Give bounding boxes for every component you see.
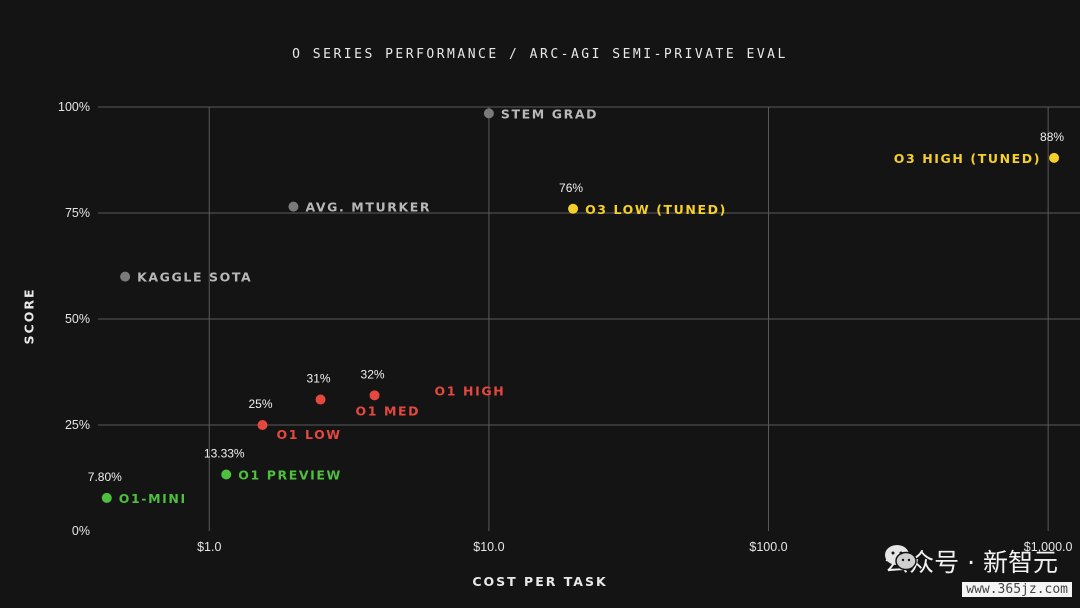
y-tick-label: 25% xyxy=(65,418,90,432)
data-point xyxy=(101,492,112,503)
data-point-label: O3 HIGH (TUNED) xyxy=(894,151,1041,166)
data-point-label: O1-MINI xyxy=(119,491,187,506)
data-point-label: O1 LOW xyxy=(276,427,341,442)
data-value-label: 25% xyxy=(248,397,272,411)
x-axis-label: COST PER TASK xyxy=(472,574,608,589)
data-value-label: 7.80% xyxy=(88,470,122,484)
data-point xyxy=(221,469,232,480)
watermark-url: www.365jz.com xyxy=(962,582,1072,597)
y-tick-label: 0% xyxy=(72,524,90,538)
data-point-label: O1 PREVIEW xyxy=(238,467,342,482)
data-point-label: AVG. MTURKER xyxy=(305,200,431,215)
data-point xyxy=(315,394,326,405)
x-tick-label: $1.0 xyxy=(197,540,221,554)
chart-title: O SERIES PERFORMANCE / ARC-AGI SEMI-PRIV… xyxy=(292,47,788,62)
y-axis-label: SCORE xyxy=(21,287,37,345)
data-point-label: O1 MED xyxy=(356,404,421,419)
x-tick-label: $10.0 xyxy=(473,540,504,554)
data-point xyxy=(288,201,299,212)
data-point xyxy=(369,390,380,401)
data-point xyxy=(120,271,131,282)
watermark: 公众号 · 新智元 xyxy=(884,543,1058,579)
data-value-label: 76% xyxy=(559,181,583,195)
y-tick-label: 75% xyxy=(65,206,90,220)
data-value-label: 13.33% xyxy=(204,446,245,460)
x-tick-label: $1,000.0 xyxy=(1024,540,1073,554)
wechat-icon xyxy=(885,545,917,571)
data-point xyxy=(483,108,494,119)
data-point xyxy=(257,420,268,430)
x-tick-label: $100.0 xyxy=(749,540,787,554)
data-point-label: STEM GRAD xyxy=(501,106,598,121)
data-point-label: KAGGLE SOTA xyxy=(137,270,252,285)
data-value-label: 32% xyxy=(361,367,385,381)
data-point xyxy=(1049,152,1060,163)
data-value-label: 88% xyxy=(1040,130,1064,144)
data-value-label: 31% xyxy=(307,372,331,386)
y-tick-label: 100% xyxy=(58,100,90,114)
data-point-label: O3 LOW (TUNED) xyxy=(585,202,727,217)
data-point-label: O1 HIGH xyxy=(435,383,506,398)
data-point xyxy=(568,203,579,214)
y-tick-label: 50% xyxy=(65,312,90,326)
